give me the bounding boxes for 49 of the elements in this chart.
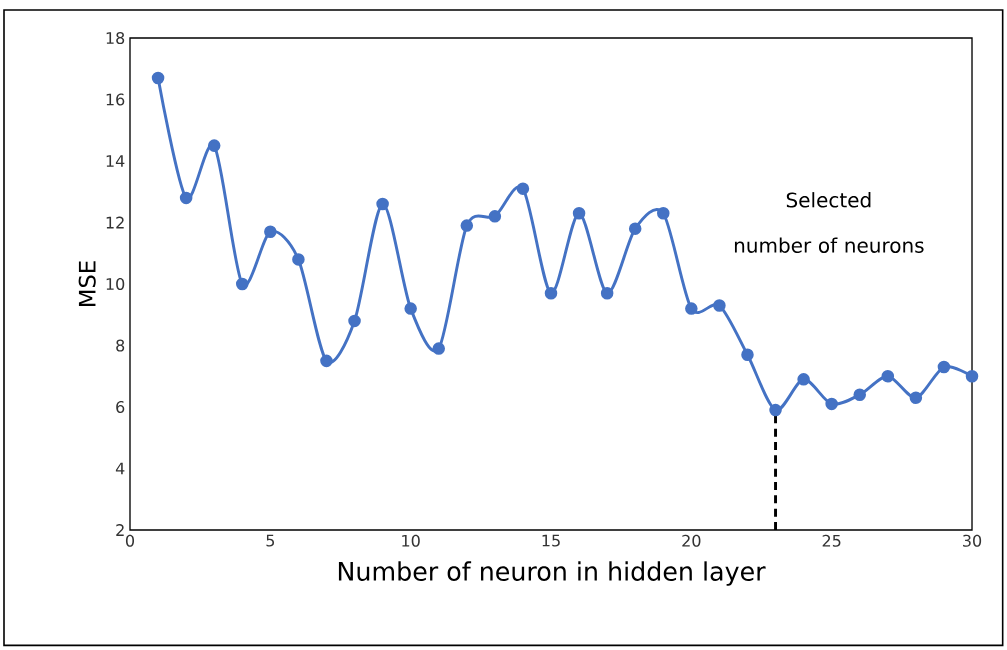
point [965,369,979,383]
point [657,207,670,220]
point [628,222,642,235]
point [853,388,867,401]
point [460,219,474,232]
y-tick-label: 6 [116,400,125,414]
point [544,286,558,300]
x-tick-label: 5 [266,534,275,547]
y-tick-label: 14 [106,155,125,167]
point [600,286,614,300]
x-tick-label: 30 [963,534,982,547]
y-tick-label: 2 [116,524,124,536]
point [404,302,417,315]
point [797,373,810,386]
point [572,207,586,220]
y-tick-label: 18 [106,31,125,45]
y-tick-label: 10 [106,277,125,291]
x-tick-label: 10 [402,534,420,547]
x-tick-label: 25 [822,534,841,547]
point [207,139,221,152]
text: Selected number of neurons [734,192,924,253]
point [488,210,502,223]
point [292,253,305,266]
point [769,403,782,417]
y-tick-label: 8 [116,339,125,352]
point [741,348,754,361]
x-tick-label: 20 [682,534,701,547]
y-axis-title: MSE [78,261,96,306]
x-tick-label: 15 [542,534,560,547]
point [236,277,249,291]
point [376,197,389,211]
point [432,342,446,355]
point [151,71,165,85]
x-axis-title: Number of neuron in hidden layer [338,561,766,586]
point [264,225,277,238]
x-tick-label: 0 [125,534,135,547]
point [348,314,361,328]
point [909,391,923,405]
point [937,360,951,374]
point [179,191,193,205]
point [713,299,726,312]
point [516,182,530,195]
point [825,397,838,411]
point [320,354,333,368]
point [685,302,698,315]
point [881,369,895,383]
y-tick-label: 4 [115,462,125,475]
y-tick-label: 12 [106,216,124,229]
y-tick-label: 16 [106,93,125,106]
